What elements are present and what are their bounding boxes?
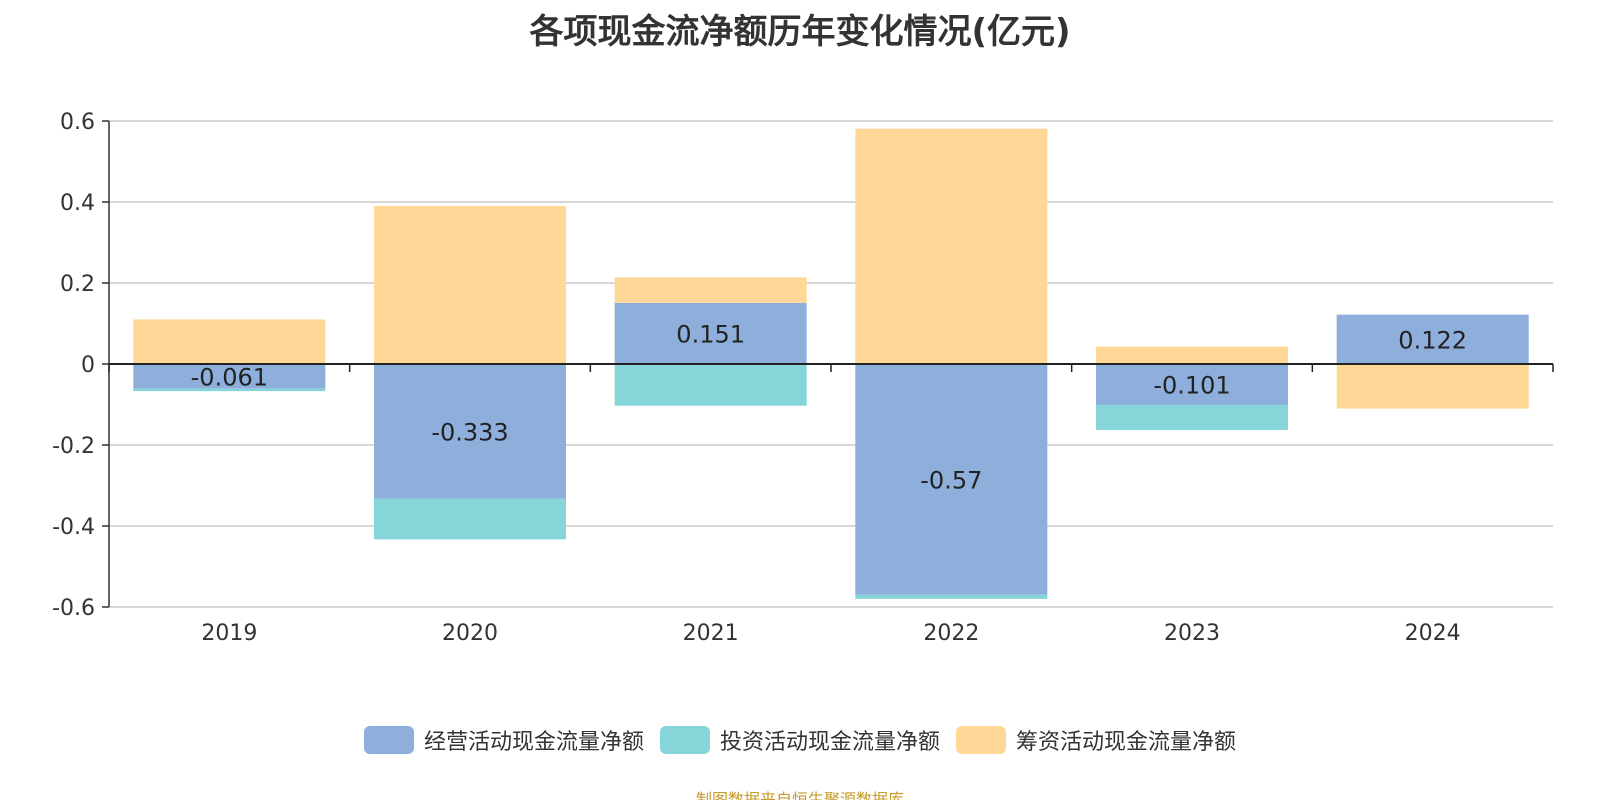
x-tick-label-2022: 2022	[923, 621, 979, 646]
bar-series2-2019	[133, 388, 326, 392]
bar-series2-2022	[855, 594, 1048, 599]
x-tick-label-2019: 2019	[201, 621, 257, 646]
data-label-2024: 0.122	[1398, 326, 1467, 354]
y-tick-label: -0.6	[52, 596, 95, 621]
x-tick-label-2024: 2024	[1405, 621, 1461, 646]
data-label-2023: -0.101	[1153, 371, 1230, 399]
legend-item-2[interactable]: 投资活动现金流量净额	[659, 724, 940, 756]
bar-series1-2019	[133, 364, 326, 389]
y-tick-label: 0.4	[60, 191, 95, 216]
y-tick-label: -0.2	[52, 434, 95, 459]
bar-series2-2020	[374, 498, 566, 540]
x-tick-label-2021: 2021	[683, 621, 739, 646]
y-tick-label: -0.4	[52, 515, 95, 540]
bar-series3-2024	[1336, 364, 1529, 409]
y-tick-label: 0.2	[60, 272, 95, 297]
data-label-2019: -0.061	[191, 363, 268, 391]
source-note: 制图数据来自恒生聚源数据库	[695, 790, 904, 800]
data-label-2021: 0.151	[676, 320, 745, 348]
bar-series1-2020	[374, 364, 566, 499]
bar-series3-2021	[614, 277, 807, 303]
bar-series3-2023	[1096, 346, 1288, 364]
chart-title: 各项现金流净额历年变化情况(亿元)	[529, 12, 1071, 52]
chart-legend: 经营活动现金流量净额 投资活动现金流量净额 筹资活动现金流量净额	[0, 724, 1600, 756]
legend-swatch	[956, 726, 1006, 754]
data-label-2020: -0.333	[431, 418, 508, 446]
bar-series3-2020	[374, 206, 566, 364]
legend-item-1[interactable]: 经营活动现金流量净额	[363, 724, 644, 756]
legend-label: 投资活动现金流量净额	[719, 730, 940, 755]
bar-series2-2023	[1096, 404, 1288, 431]
legend-label: 经营活动现金流量净额	[423, 730, 644, 755]
legend-swatch	[363, 726, 414, 754]
data-label-2022: -0.57	[920, 466, 982, 494]
bar-series3-2022	[855, 128, 1048, 364]
x-tick-label-2023: 2023	[1164, 621, 1220, 646]
y-tick-label: 0	[81, 353, 95, 378]
bar-series1-2021	[614, 302, 807, 364]
bar-series1-2024	[1336, 314, 1529, 364]
x-tick-label-2020: 2020	[442, 621, 498, 646]
bar-series1-2023	[1096, 364, 1288, 405]
legend-label: 筹资活动现金流量净额	[1016, 730, 1237, 755]
legend-item-3[interactable]: 筹资活动现金流量净额	[956, 724, 1236, 756]
bar-series1-2022	[855, 364, 1048, 595]
y-tick-label: 0.6	[60, 110, 95, 135]
bar-series2-2021	[614, 364, 807, 406]
legend-swatch	[659, 726, 710, 754]
bar-series3-2019	[133, 319, 326, 364]
